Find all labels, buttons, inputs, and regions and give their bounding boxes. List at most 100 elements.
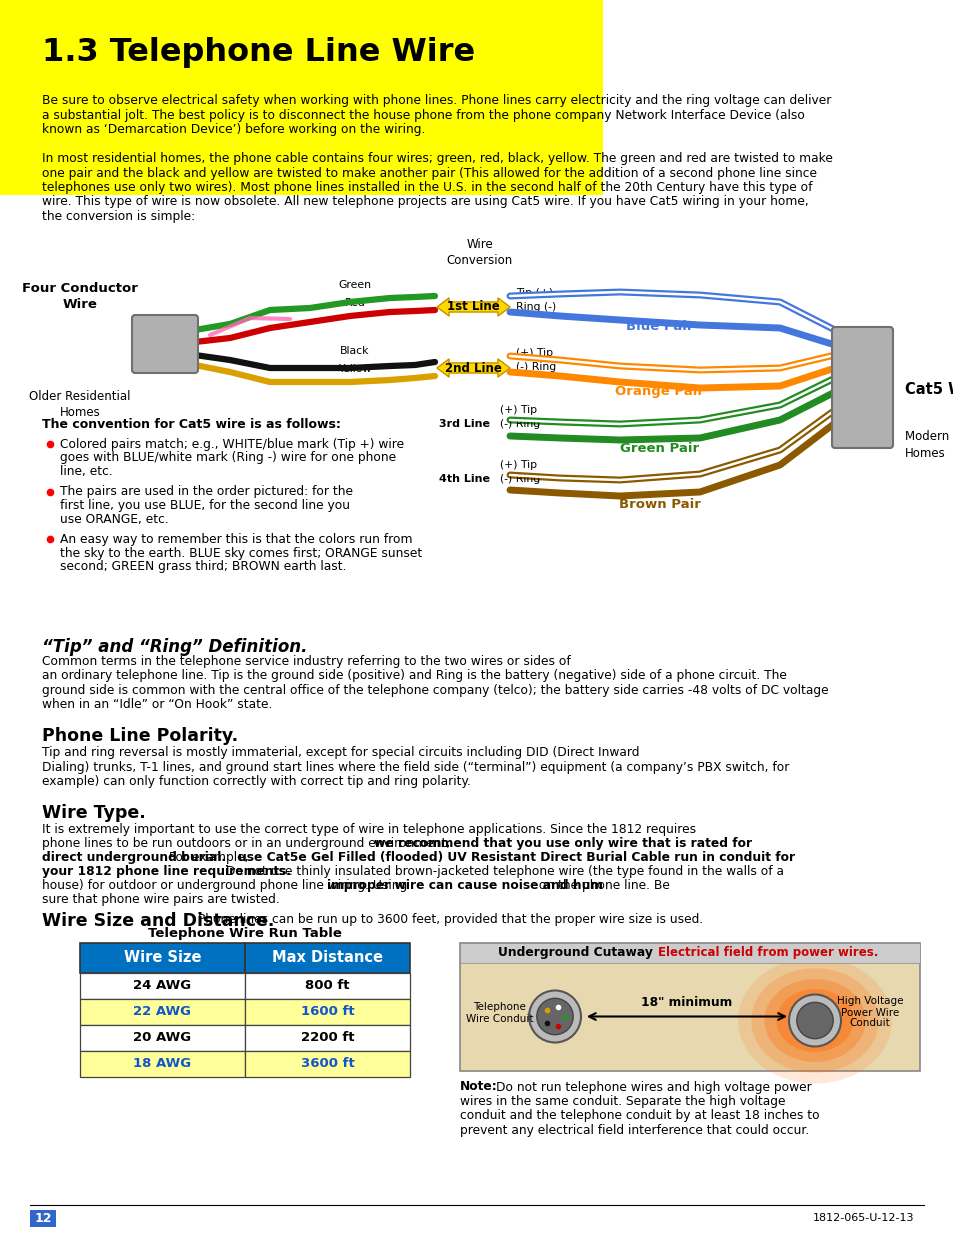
Text: when in an “Idle” or “On Hook” state.: when in an “Idle” or “On Hook” state. (42, 699, 273, 711)
Bar (245, 942, 410, 972)
Text: Older Residential
Homes: Older Residential Homes (30, 390, 131, 419)
Text: Four Conductor
Wire: Four Conductor Wire (22, 282, 138, 311)
Text: Yellow: Yellow (338, 364, 372, 374)
Text: Wire Type.: Wire Type. (42, 804, 146, 821)
Ellipse shape (738, 957, 891, 1083)
Bar (245, 1051, 410, 1077)
Bar (80, 999, 245, 1025)
Text: Power Wire: Power Wire (840, 1008, 898, 1018)
Bar (459, 942, 919, 962)
Text: Common terms in the telephone service industry referring to the two wires or sid: Common terms in the telephone service in… (42, 655, 570, 668)
Text: Wire Conduit: Wire Conduit (466, 1014, 533, 1024)
Text: 800 ft: 800 ft (305, 979, 350, 992)
Text: Blue Pair: Blue Pair (625, 320, 693, 333)
Text: 20 AWG: 20 AWG (133, 1031, 192, 1044)
Text: line, etc.: line, etc. (60, 466, 112, 478)
Text: 2nd Line: 2nd Line (445, 362, 501, 374)
Text: Ring (-): Ring (-) (516, 303, 556, 312)
Text: your 1812 phone line requirements.: your 1812 phone line requirements. (42, 864, 291, 878)
Text: on the phone line. Be: on the phone line. Be (535, 878, 669, 892)
Text: Underground Cutaway: Underground Cutaway (497, 946, 652, 960)
Text: conduit and the telephone conduit by at least 18 inches to: conduit and the telephone conduit by at … (459, 1109, 819, 1123)
Text: The convention for Cat5 wire is as follows:: The convention for Cat5 wire is as follo… (42, 417, 340, 431)
Bar (459, 942, 919, 1071)
FancyBboxPatch shape (132, 315, 198, 373)
Text: 1.3 Telephone Line Wire: 1.3 Telephone Line Wire (42, 37, 475, 68)
Polygon shape (436, 298, 510, 316)
Text: (+) Tip: (+) Tip (499, 459, 537, 471)
Text: 24 AWG: 24 AWG (133, 979, 192, 992)
Text: Modern Residential
Homes: Modern Residential Homes (904, 430, 953, 459)
Text: Colored pairs match; e.g., WHITE/blue mark (Tip +) wire: Colored pairs match; e.g., WHITE/blue ma… (60, 438, 404, 451)
Polygon shape (436, 359, 510, 377)
Text: use ORANGE, etc.: use ORANGE, etc. (60, 513, 169, 526)
Text: “Tip” and “Ring” Definition.: “Tip” and “Ring” Definition. (42, 638, 307, 656)
Text: Brown Pair: Brown Pair (618, 498, 700, 511)
Text: Tip and ring reversal is mostly immaterial, except for special circuits includin: Tip and ring reversal is mostly immateri… (42, 746, 639, 760)
Text: known as ‘Demarcation Device’) before working on the wiring.: known as ‘Demarcation Device’) before wo… (42, 124, 425, 136)
Text: telephones use only two wires). Most phone lines installed in the U.S. in the se: telephones use only two wires). Most pho… (42, 182, 812, 194)
Text: It is extremely important to use the correct type of wire in telephone applicati: It is extremely important to use the cor… (42, 823, 696, 836)
Text: example) can only function correctly with correct tip and ring polarity.: example) can only function correctly wit… (42, 776, 471, 788)
FancyBboxPatch shape (831, 327, 892, 448)
Circle shape (529, 990, 580, 1042)
Text: In most residential homes, the phone cable contains four wires; green, red, blac: In most residential homes, the phone cab… (42, 152, 832, 165)
Text: Tip (+): Tip (+) (516, 288, 553, 298)
Text: Black: Black (340, 346, 370, 356)
Text: improper wire can cause noise and hum: improper wire can cause noise and hum (327, 878, 602, 892)
Text: first line, you use BLUE, for the second line you: first line, you use BLUE, for the second… (60, 499, 350, 513)
Ellipse shape (763, 979, 864, 1062)
Ellipse shape (750, 968, 878, 1073)
Text: An easy way to remember this is that the colors run from: An easy way to remember this is that the… (60, 534, 412, 546)
Text: For example,: For example, (165, 851, 253, 863)
Text: Wire Size: Wire Size (124, 950, 201, 965)
Text: Wire Size and Distance.: Wire Size and Distance. (42, 911, 274, 930)
Text: Red: Red (344, 298, 365, 308)
Text: Dialing) trunks, T-1 lines, and ground start lines where the field side (“termin: Dialing) trunks, T-1 lines, and ground s… (42, 761, 788, 773)
Circle shape (788, 994, 841, 1046)
Text: The pairs are used in the order pictured: for the: The pairs are used in the order pictured… (60, 485, 353, 499)
Text: 4th Line: 4th Line (438, 474, 490, 484)
Text: Phone Line Polarity.: Phone Line Polarity. (42, 727, 238, 745)
Text: an ordinary telephone line. Tip is the ground side (positive) and Ring is the ba: an ordinary telephone line. Tip is the g… (42, 669, 786, 683)
Bar (30, 1210, 56, 1228)
Text: Orange Pair: Orange Pair (615, 385, 703, 398)
Text: 18 AWG: 18 AWG (133, 1057, 192, 1070)
Bar (245, 999, 410, 1025)
Text: sure that phone wire pairs are twisted.: sure that phone wire pairs are twisted. (42, 893, 279, 905)
Bar (80, 1051, 245, 1077)
Bar (245, 972, 410, 999)
Text: second; GREEN grass third; BROWN earth last.: second; GREEN grass third; BROWN earth l… (60, 559, 346, 573)
Text: 3600 ft: 3600 ft (300, 1057, 354, 1070)
Text: 18" minimum: 18" minimum (640, 997, 732, 1009)
Ellipse shape (776, 989, 853, 1052)
Text: Do not use thinly insulated brown-jacketed telephone wire (the type found in the: Do not use thinly insulated brown-jacket… (222, 864, 783, 878)
Text: ground side is common with the central office of the telephone company (telco); : ground side is common with the central o… (42, 684, 828, 697)
Text: Green: Green (338, 280, 371, 290)
Text: 12: 12 (34, 1212, 51, 1224)
Text: direct underground burial.: direct underground burial. (42, 851, 226, 863)
Text: (-) Ring: (-) Ring (499, 419, 539, 429)
Text: (+) Tip: (+) Tip (499, 405, 537, 415)
Text: house) for outdoor or underground phone line wiring. Using: house) for outdoor or underground phone … (42, 878, 411, 892)
Text: Note:: Note: (459, 1081, 497, 1093)
Text: Do not run telephone wires and high voltage power: Do not run telephone wires and high volt… (496, 1081, 811, 1093)
Text: Green Pair: Green Pair (619, 442, 699, 454)
Text: (-) Ring: (-) Ring (516, 362, 556, 372)
Circle shape (796, 1003, 832, 1039)
Text: Phone lines can be run up to 3600 feet, provided that the proper wire size is us: Phone lines can be run up to 3600 feet, … (193, 914, 702, 926)
Text: Cat5 Wire: Cat5 Wire (904, 383, 953, 398)
Text: phone lines to be run outdoors or in an underground environment,: phone lines to be run outdoors or in an … (42, 836, 454, 850)
Text: goes with BLUE/white mark (Ring -) wire for one phone: goes with BLUE/white mark (Ring -) wire … (60, 452, 395, 464)
Text: 22 AWG: 22 AWG (133, 1005, 192, 1018)
Bar (80, 972, 245, 999)
Text: 3rd Line: 3rd Line (438, 419, 490, 429)
Bar (245, 1025, 410, 1051)
Text: 1812-065-U-12-13: 1812-065-U-12-13 (812, 1213, 913, 1223)
Text: a substantial jolt. The best policy is to disconnect the house phone from the ph: a substantial jolt. The best policy is t… (42, 109, 804, 121)
Text: Wire
Conversion: Wire Conversion (446, 238, 513, 267)
Text: (+) Tip: (+) Tip (516, 348, 553, 358)
Text: (-) Ring: (-) Ring (499, 474, 539, 484)
Text: we recommend that you use only wire that is rated for: we recommend that you use only wire that… (374, 836, 751, 850)
Text: use Cat5e Gel Filled (flooded) UV Resistant Direct Burial Cable run in conduit f: use Cat5e Gel Filled (flooded) UV Resist… (237, 851, 794, 863)
